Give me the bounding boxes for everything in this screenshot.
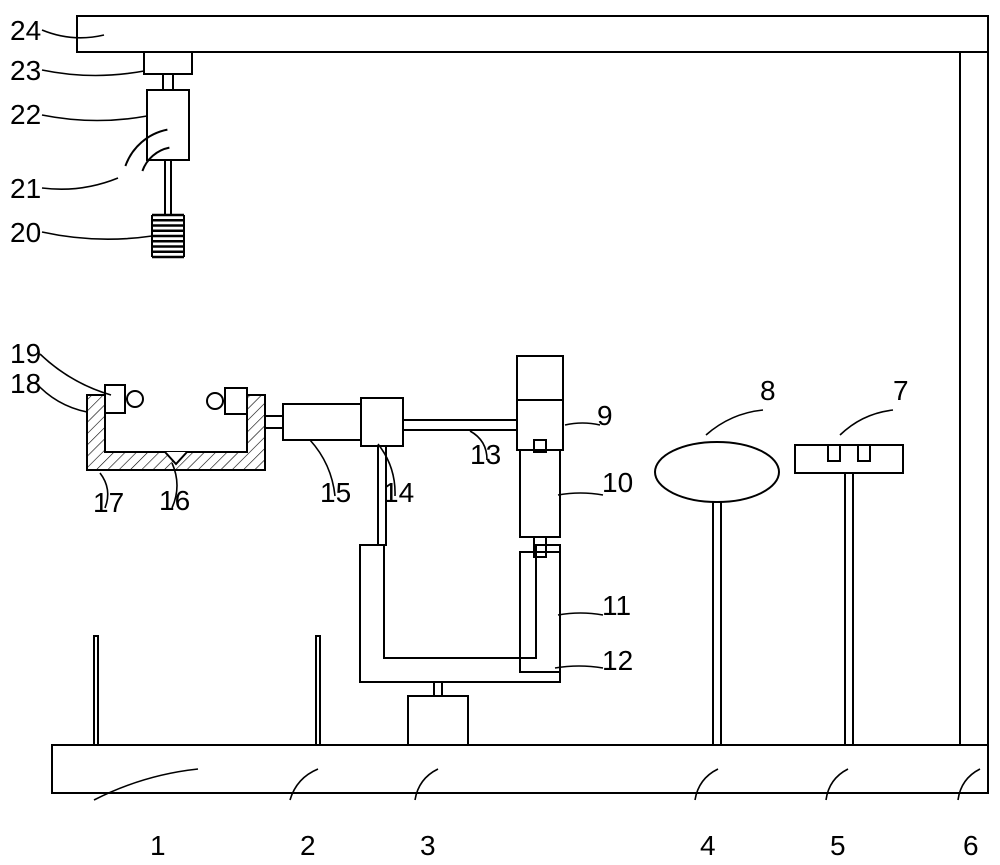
label-text: 8 — [760, 375, 776, 406]
label-19: 19 — [10, 338, 41, 369]
label-8: 8 — [760, 375, 776, 406]
label-text: 7 — [893, 375, 909, 406]
label-text: 9 — [597, 400, 613, 431]
label-12: 12 — [602, 645, 633, 676]
label-3: 3 — [420, 830, 436, 861]
label-13: 13 — [470, 439, 501, 470]
slide-block — [517, 400, 563, 450]
clamp-knob-left — [127, 391, 143, 407]
label-9: 9 — [597, 400, 613, 431]
tray — [795, 445, 903, 473]
label-14: 14 — [383, 477, 414, 508]
right-post — [960, 52, 988, 745]
label-21: 21 — [10, 173, 41, 204]
label-text: 6 — [963, 830, 979, 861]
label-text: 15 — [320, 477, 351, 508]
label-24: 24 — [10, 15, 41, 46]
label-text: 4 — [700, 830, 716, 861]
label-text: 13 — [470, 439, 501, 470]
horizontal-rod — [403, 420, 517, 430]
label-text: 10 — [602, 467, 633, 498]
label-text: 21 — [10, 173, 41, 204]
label-4: 4 — [700, 830, 716, 861]
engineering-diagram: 123456789101112131415161718192021222324 — [0, 0, 1000, 865]
lift-upper — [520, 450, 560, 537]
label-text: 19 — [10, 338, 41, 369]
label-2: 2 — [300, 830, 316, 861]
oval-platform — [655, 442, 779, 502]
clamp-knob-right — [207, 393, 223, 409]
top-beam — [77, 16, 988, 52]
label-text: 22 — [10, 99, 41, 130]
top-mount — [144, 52, 192, 74]
label-15: 15 — [320, 477, 351, 508]
label-text: 1 — [150, 830, 166, 861]
label-text: 14 — [383, 477, 414, 508]
label-text: 2 — [300, 830, 316, 861]
label-text: 12 — [602, 645, 633, 676]
label-6: 6 — [963, 830, 979, 861]
label-22: 22 — [10, 99, 41, 130]
label-20: 20 — [10, 217, 41, 248]
carriage-block — [361, 398, 403, 446]
label-text: 11 — [602, 590, 631, 621]
label-text: 17 — [93, 487, 124, 518]
label-5: 5 — [830, 830, 846, 861]
label-7: 7 — [893, 375, 909, 406]
label-11: 11 — [602, 590, 631, 621]
label-1: 1 — [150, 830, 166, 861]
label-text: 5 — [830, 830, 846, 861]
label-23: 23 — [10, 55, 41, 86]
u-bracket — [360, 545, 560, 682]
label-10: 10 — [602, 467, 633, 498]
label-text: 3 — [420, 830, 436, 861]
label-text: 23 — [10, 55, 41, 86]
motor-base — [408, 696, 468, 745]
label-text: 24 — [10, 15, 41, 46]
brush-disk — [152, 215, 184, 257]
label-text: 20 — [10, 217, 41, 248]
lift-lower — [520, 552, 560, 672]
vertical-block-22 — [147, 90, 189, 160]
motor-15 — [283, 404, 361, 440]
label-17: 17 — [93, 487, 124, 518]
